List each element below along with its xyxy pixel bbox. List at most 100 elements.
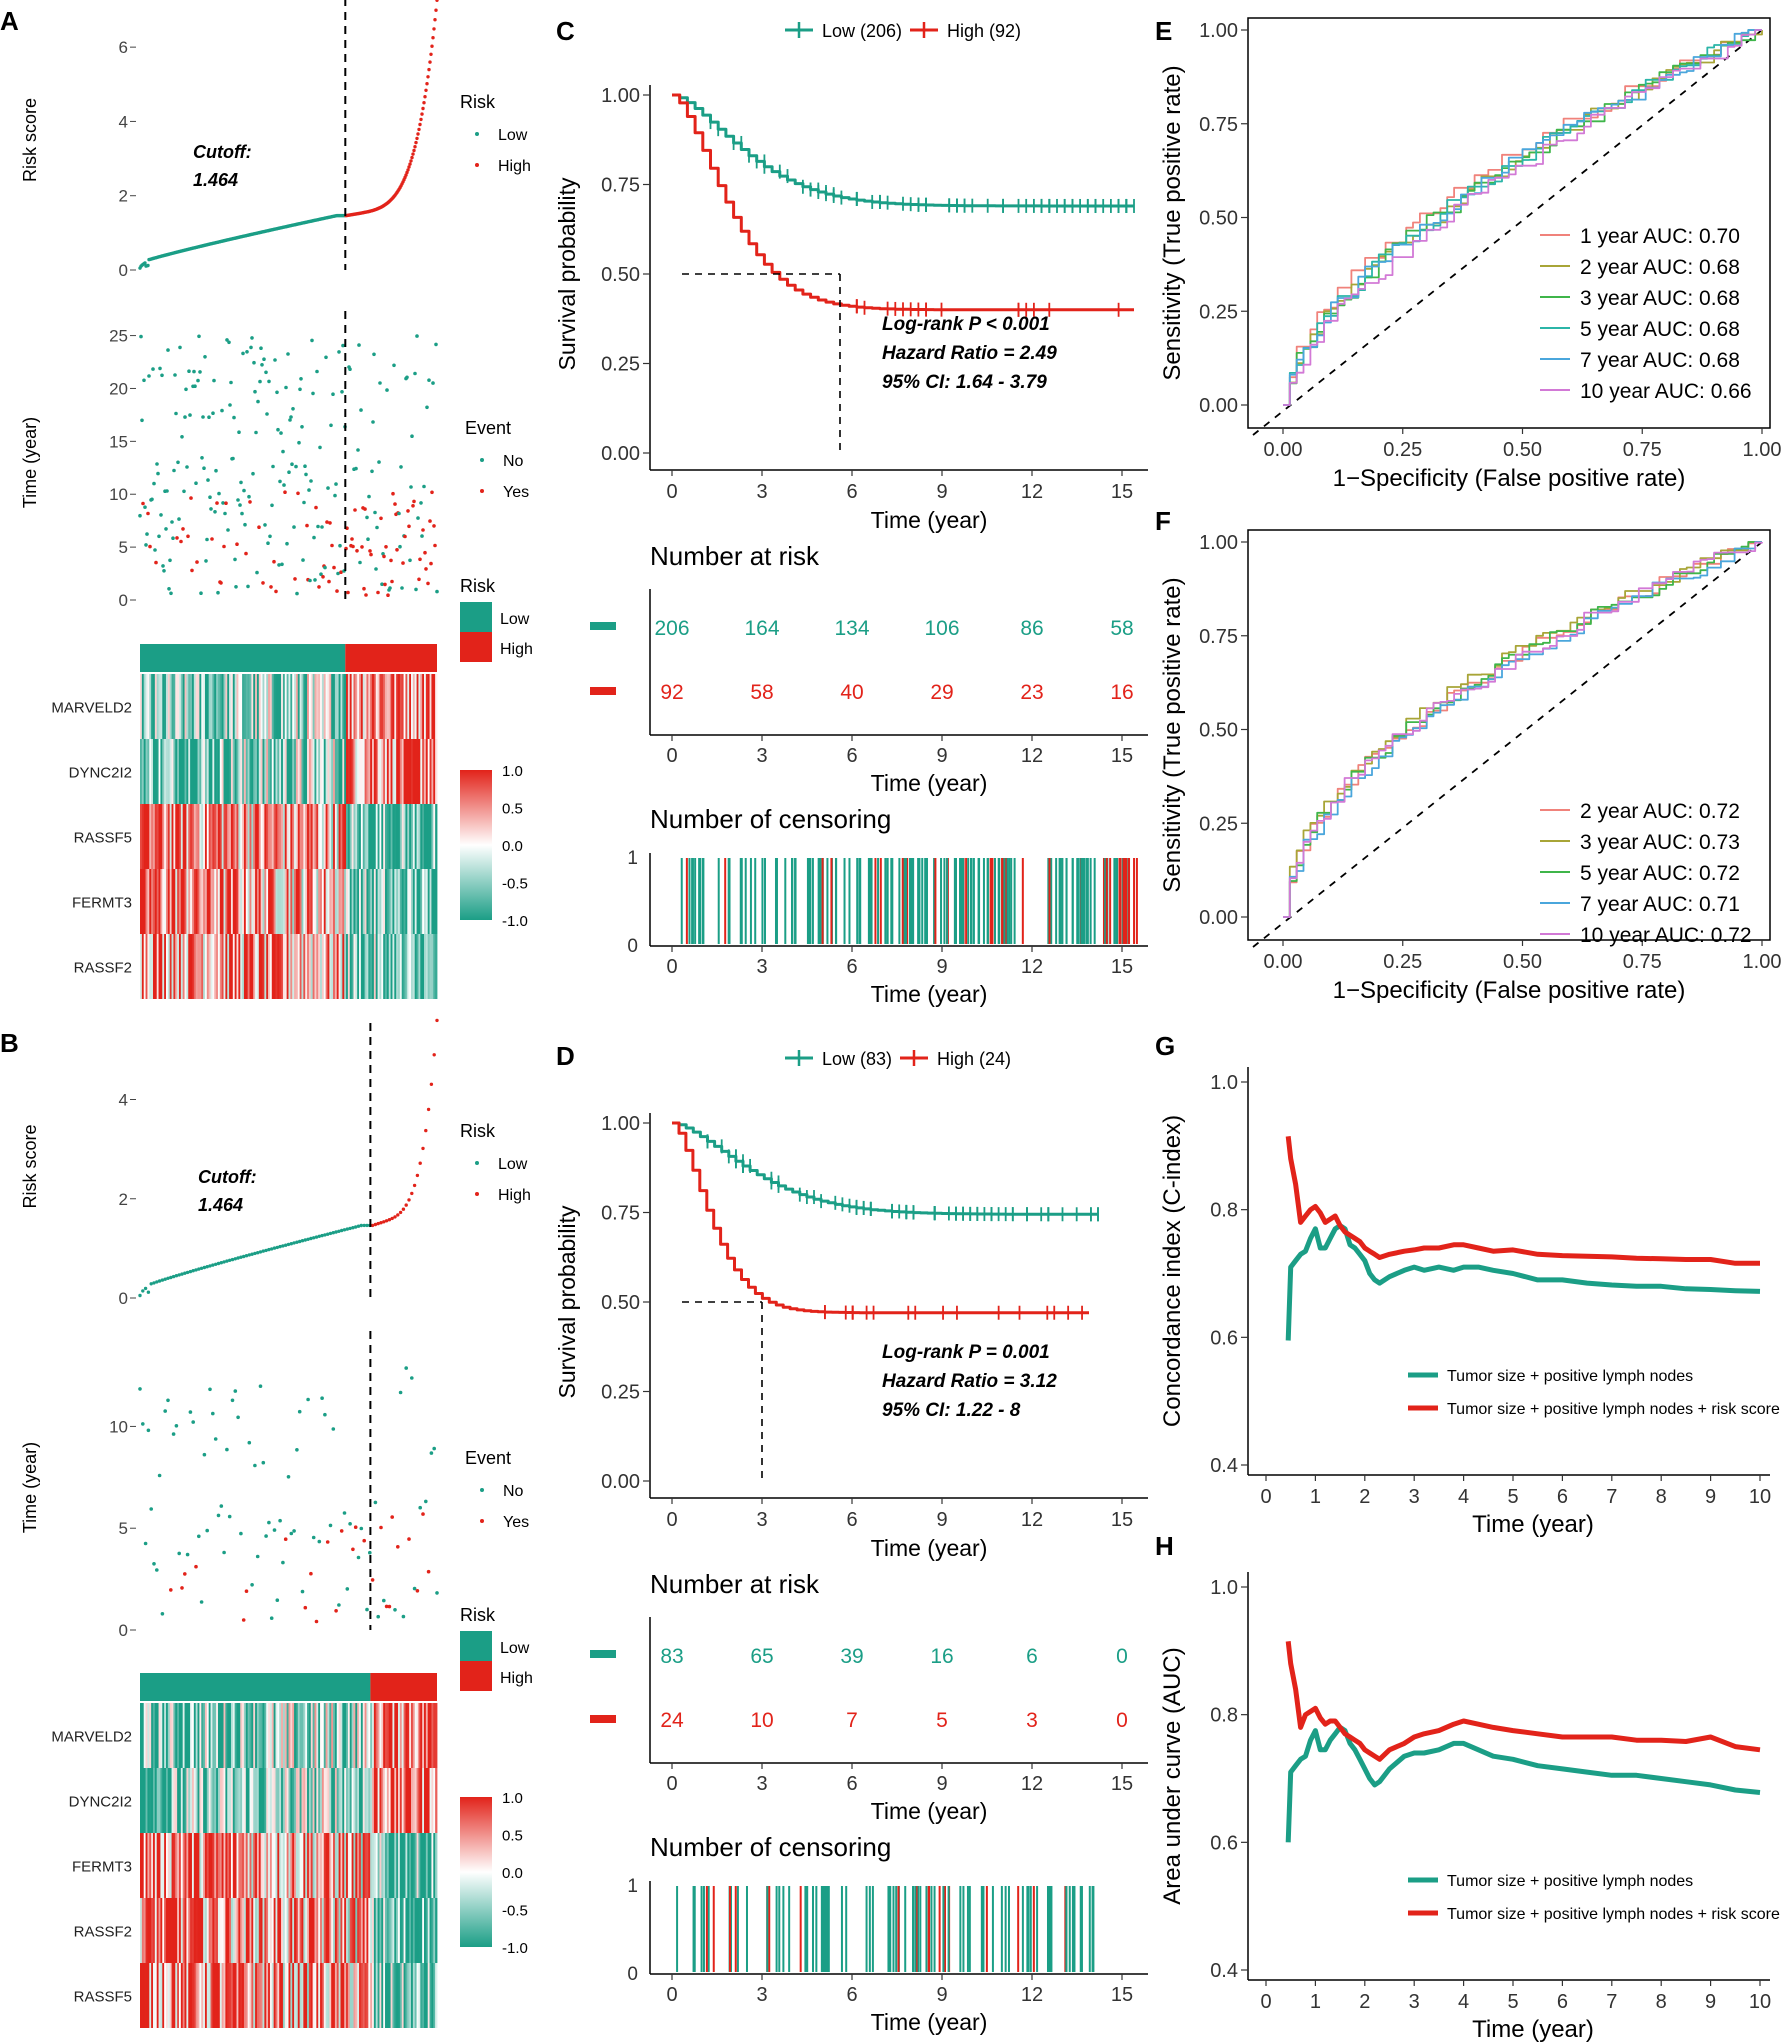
heat-cell xyxy=(388,1963,391,2028)
time-point xyxy=(262,357,266,362)
heat-cell xyxy=(386,674,390,739)
time-point xyxy=(419,501,423,505)
risk-count-low: 134 xyxy=(834,617,869,640)
heat-cell xyxy=(271,1898,275,1963)
heat-cell xyxy=(269,804,273,869)
heat-cell xyxy=(165,1963,169,2028)
time-point xyxy=(370,1578,375,1582)
heat-cell xyxy=(255,934,258,999)
heat-cell xyxy=(178,804,182,869)
heat-cell xyxy=(208,1963,211,2028)
x-tick-label: 9 xyxy=(1705,1486,1716,1508)
heat-cell xyxy=(186,739,189,804)
heat-cell xyxy=(188,1963,191,2028)
heat-cell xyxy=(203,869,206,934)
heat-cell xyxy=(301,1963,304,2028)
heat-cell xyxy=(394,1768,397,1833)
heat-cell xyxy=(416,1898,419,1963)
heat-cell xyxy=(359,1833,362,1898)
heat-cell xyxy=(279,1963,282,2028)
heat-cell xyxy=(217,1898,221,1963)
time-point xyxy=(190,568,194,573)
heat-cell xyxy=(379,1703,382,1768)
heat-cell xyxy=(221,934,224,999)
heat-cell xyxy=(262,674,265,739)
risk-point xyxy=(303,1238,307,1242)
heat-cell xyxy=(264,674,267,739)
heat-cell xyxy=(160,674,163,739)
heat-cell xyxy=(169,934,172,999)
heat-cell xyxy=(347,869,351,934)
heat-cell xyxy=(435,1898,438,1963)
heat-cell xyxy=(307,1898,310,1963)
heat-cell xyxy=(323,869,327,934)
heat-cell xyxy=(216,934,219,999)
heat-cell xyxy=(165,1833,169,1898)
heat-cell xyxy=(375,1703,378,1768)
time-point xyxy=(233,1389,238,1393)
heat-cell xyxy=(320,674,323,739)
legend-label: 1 year AUC: 0.70 xyxy=(1580,225,1740,248)
risk-point xyxy=(417,127,421,132)
heat-cell xyxy=(245,1898,249,1963)
heat-cell xyxy=(420,804,423,869)
heat-cell xyxy=(411,1963,414,2028)
heat-cell xyxy=(372,1703,375,1768)
heat-cell xyxy=(219,934,223,999)
heat-cell xyxy=(336,804,340,869)
risk-point xyxy=(387,1218,392,1222)
heat-cell xyxy=(288,1703,291,1768)
heat-cell xyxy=(238,1768,241,1833)
heat-scale-label: 1.0 xyxy=(502,1790,523,1807)
y-tick-label: 10 xyxy=(109,485,128,504)
heat-cell xyxy=(416,869,419,934)
heat-cell xyxy=(431,1833,434,1898)
heat-cell xyxy=(214,1963,217,2028)
heat-cell xyxy=(210,934,213,999)
heat-cell xyxy=(362,1963,366,2028)
heat-cell xyxy=(227,804,230,869)
time-point xyxy=(332,565,336,570)
heat-cell xyxy=(214,1898,217,1963)
heat-cell xyxy=(197,1833,200,1898)
y-tick-label: 0.75 xyxy=(601,1203,640,1225)
censoring-title: Number of censoring xyxy=(650,804,891,834)
risk-point xyxy=(407,1198,411,1202)
heat-cell xyxy=(323,1963,327,2028)
heat-cell xyxy=(372,804,375,869)
time-point xyxy=(295,591,299,596)
heat-cell xyxy=(258,804,262,869)
risk-point xyxy=(292,1241,296,1245)
heat-cell xyxy=(409,1703,412,1768)
heat-cell xyxy=(242,934,245,999)
risk-point xyxy=(411,152,415,156)
heat-cell xyxy=(290,739,293,804)
time-point xyxy=(264,1534,268,1538)
heat-cell xyxy=(294,869,297,934)
heat-cell xyxy=(414,1963,417,2028)
y-axis-title: Survival probability xyxy=(554,1205,580,1399)
heat-cell xyxy=(416,674,419,739)
heat-cell xyxy=(403,1898,406,1963)
risk-point xyxy=(404,173,408,177)
heat-cell xyxy=(282,1703,286,1768)
heat-cell xyxy=(318,1898,321,1963)
heat-cell xyxy=(208,934,211,999)
heat-cell xyxy=(167,934,171,999)
time-point xyxy=(247,1440,252,1445)
heat-cell xyxy=(320,1963,323,2028)
heat-cell xyxy=(191,674,195,739)
heat-cell xyxy=(154,804,158,869)
time-point xyxy=(434,342,438,347)
time-point xyxy=(319,572,323,576)
annotation-text: Log-rank P = 0.001 xyxy=(882,1342,1050,1363)
time-point xyxy=(295,1448,299,1452)
heat-cell xyxy=(379,804,382,869)
legend-label: 3 year AUC: 0.73 xyxy=(1580,831,1740,854)
km-curve-low xyxy=(672,93,1134,208)
heat-cell xyxy=(251,804,254,869)
risk-point xyxy=(420,112,424,116)
heat-cell xyxy=(407,1898,410,1963)
time-point xyxy=(194,1564,198,1569)
heat-cell xyxy=(288,804,291,869)
